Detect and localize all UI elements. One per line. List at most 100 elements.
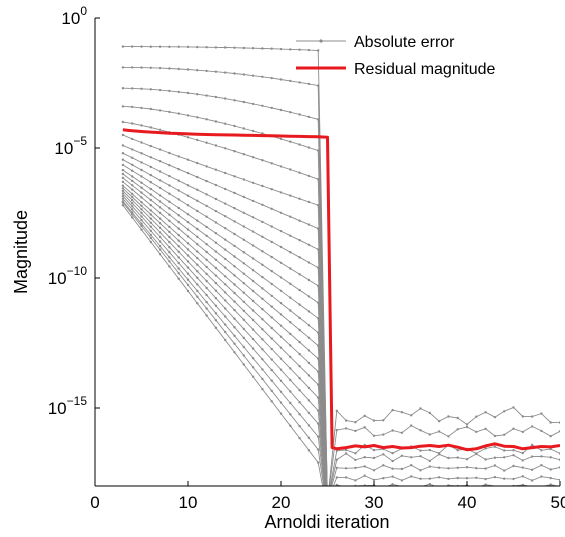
absolute-error-point bbox=[233, 220, 236, 223]
absolute-error-point bbox=[158, 194, 162, 197]
absolute-error-point bbox=[475, 476, 478, 479]
absolute-error-point bbox=[177, 67, 180, 71]
absolute-error-point bbox=[261, 250, 264, 253]
absolute-error-point bbox=[456, 466, 459, 469]
absolute-error-point bbox=[317, 383, 320, 386]
absolute-error-point bbox=[354, 452, 357, 455]
absolute-error-point bbox=[428, 482, 431, 486]
absolute-error-point bbox=[270, 379, 273, 382]
absolute-error-point bbox=[289, 79, 292, 83]
absolute-error-point bbox=[289, 309, 292, 312]
absolute-error-point bbox=[196, 209, 199, 213]
absolute-error-point bbox=[196, 138, 199, 142]
absolute-error-point bbox=[298, 219, 301, 222]
absolute-error-point bbox=[149, 204, 152, 207]
absolute-error-point bbox=[261, 308, 264, 311]
absolute-error-point bbox=[186, 272, 190, 275]
absolute-error-point bbox=[475, 430, 478, 434]
absolute-error-point bbox=[186, 254, 190, 257]
absolute-error-point bbox=[224, 315, 227, 318]
absolute-error-point bbox=[270, 162, 273, 165]
absolute-error-point bbox=[335, 458, 338, 461]
absolute-error-point bbox=[251, 269, 255, 272]
absolute-error-point bbox=[289, 215, 292, 218]
absolute-error-point bbox=[131, 45, 134, 48]
absolute-error-point bbox=[391, 483, 394, 486]
absolute-error-point bbox=[205, 286, 208, 290]
absolute-error-point bbox=[298, 48, 301, 51]
absolute-error-point bbox=[475, 452, 478, 456]
absolute-error-point bbox=[131, 198, 134, 202]
absolute-error-point bbox=[233, 124, 236, 128]
absolute-error-point bbox=[149, 144, 152, 148]
absolute-error-point bbox=[205, 307, 208, 310]
absolute-error-point bbox=[279, 313, 283, 316]
absolute-error-point bbox=[251, 47, 255, 50]
absolute-error-point bbox=[158, 148, 162, 151]
absolute-error-point bbox=[131, 184, 134, 187]
absolute-error-point bbox=[205, 279, 208, 283]
absolute-error-point bbox=[242, 318, 245, 321]
absolute-error-point bbox=[214, 144, 218, 147]
absolute-error-point bbox=[354, 479, 357, 482]
absolute-error-point bbox=[168, 207, 171, 210]
absolute-error-point bbox=[317, 357, 320, 360]
absolute-error-point bbox=[298, 303, 301, 306]
absolute-error-point bbox=[289, 355, 292, 359]
absolute-error-point bbox=[289, 332, 292, 336]
absolute-error-point bbox=[205, 265, 208, 269]
absolute-error-point bbox=[540, 455, 543, 458]
absolute-error-point bbox=[428, 459, 431, 463]
absolute-error-point bbox=[224, 147, 227, 150]
absolute-error-point bbox=[149, 173, 152, 177]
absolute-error-point bbox=[177, 256, 180, 259]
absolute-error-point bbox=[317, 301, 320, 304]
absolute-error-point bbox=[279, 357, 283, 360]
absolute-error-point bbox=[121, 189, 125, 193]
absolute-error-point bbox=[168, 184, 171, 187]
absolute-error-point bbox=[131, 87, 134, 90]
absolute-error-point bbox=[186, 204, 190, 207]
absolute-error-point bbox=[140, 106, 143, 110]
absolute-error-point bbox=[233, 317, 236, 320]
absolute-error-point bbox=[354, 429, 357, 433]
absolute-error-point bbox=[168, 192, 171, 195]
x-axis-ticks: 0 10 20 30 40 50 bbox=[90, 481, 565, 512]
absolute-error-point bbox=[121, 144, 125, 147]
absolute-error-point bbox=[298, 81, 301, 84]
absolute-error-point bbox=[205, 314, 208, 317]
absolute-error-point bbox=[121, 180, 125, 183]
absolute-error-point bbox=[158, 88, 162, 92]
absolute-error-point bbox=[251, 244, 255, 247]
absolute-error-point bbox=[354, 421, 357, 424]
absolute-error-point bbox=[196, 263, 199, 266]
absolute-error-point bbox=[261, 203, 264, 206]
absolute-error-point bbox=[261, 348, 264, 351]
absolute-error-point bbox=[270, 316, 273, 319]
absolute-error-point bbox=[335, 483, 338, 486]
absolute-error-point bbox=[131, 202, 134, 205]
absolute-error-point bbox=[205, 118, 208, 121]
absolute-error-point bbox=[214, 304, 218, 307]
absolute-error-point bbox=[279, 390, 283, 393]
absolute-error-point bbox=[233, 326, 236, 329]
absolute-error-point bbox=[456, 449, 459, 452]
absolute-error-point bbox=[549, 468, 552, 471]
legend-marker-absolute-error bbox=[319, 39, 323, 43]
absolute-error-point bbox=[251, 279, 255, 283]
absolute-error-point bbox=[121, 168, 125, 172]
y-tick-label: 10−15 bbox=[48, 394, 88, 418]
absolute-error-point bbox=[233, 191, 236, 195]
absolute-error-point bbox=[186, 171, 190, 175]
absolute-error-point bbox=[205, 215, 208, 218]
absolute-error-point bbox=[140, 152, 143, 155]
absolute-error-point bbox=[307, 361, 311, 365]
absolute-error-point bbox=[382, 419, 385, 422]
absolute-error-point bbox=[465, 477, 469, 480]
absolute-error-point bbox=[270, 326, 273, 330]
absolute-error-point bbox=[307, 223, 311, 226]
absolute-error-point bbox=[307, 146, 311, 149]
absolute-error-point bbox=[279, 324, 283, 327]
absolute-error-series-line bbox=[122, 87, 560, 486]
absolute-error-point bbox=[214, 312, 218, 315]
